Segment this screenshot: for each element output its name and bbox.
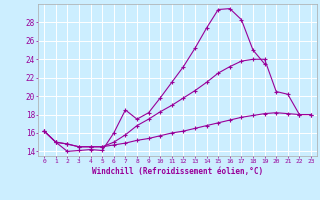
- X-axis label: Windchill (Refroidissement éolien,°C): Windchill (Refroidissement éolien,°C): [92, 167, 263, 176]
